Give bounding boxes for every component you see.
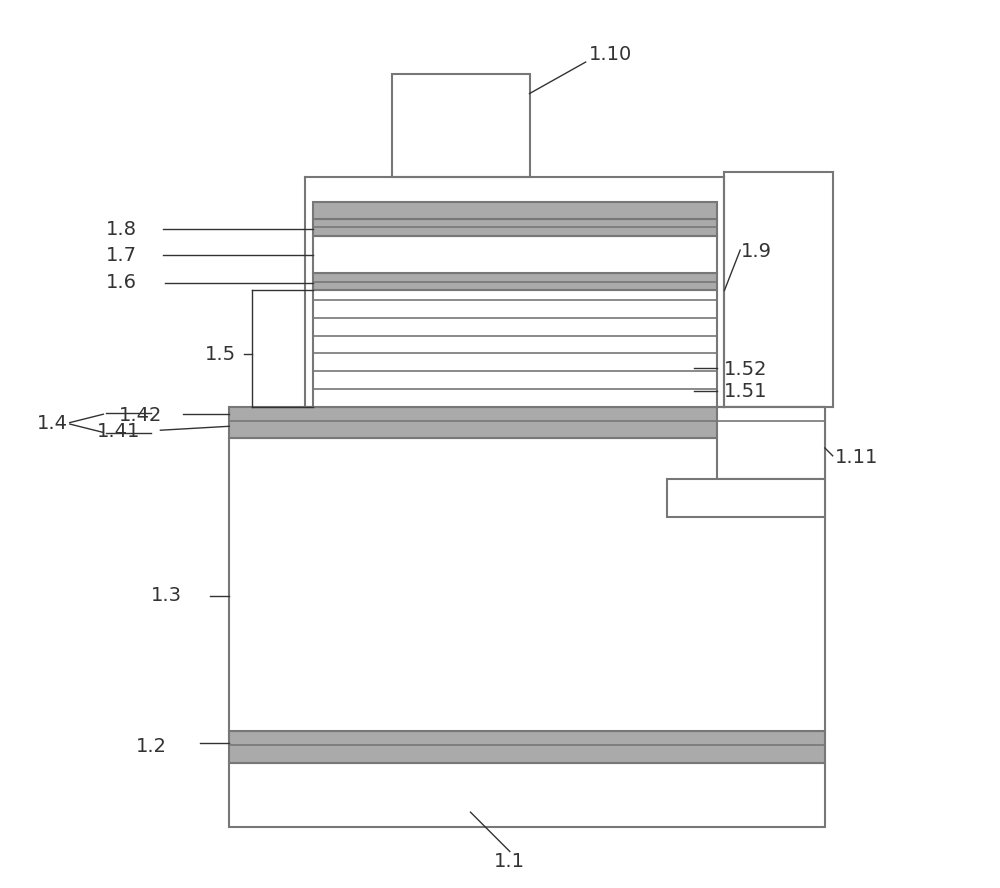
Text: 1.2: 1.2	[136, 737, 167, 756]
Text: 1.7: 1.7	[106, 247, 137, 266]
Bar	[229, 732, 825, 763]
Bar	[667, 480, 825, 517]
Text: 1.1: 1.1	[494, 852, 525, 871]
Bar	[229, 438, 825, 732]
Bar	[313, 273, 717, 290]
Text: 1.8: 1.8	[106, 220, 137, 239]
Bar	[717, 407, 825, 480]
Bar	[229, 407, 825, 438]
Bar	[313, 290, 717, 407]
Text: 1.11: 1.11	[835, 448, 878, 467]
Text: 1.10: 1.10	[589, 44, 632, 64]
Text: 1.4: 1.4	[37, 414, 68, 432]
Text: 1.9: 1.9	[741, 242, 772, 260]
Text: 1.51: 1.51	[723, 383, 767, 401]
Text: 1.3: 1.3	[151, 586, 182, 605]
Text: 1.42: 1.42	[119, 406, 162, 425]
Bar	[229, 763, 825, 827]
Text: 1.41: 1.41	[96, 422, 140, 440]
Text: 1.6: 1.6	[106, 274, 137, 292]
Bar	[313, 202, 717, 218]
Bar	[313, 236, 717, 273]
Bar	[313, 218, 717, 236]
Text: 1.5: 1.5	[205, 345, 236, 364]
Text: 1.52: 1.52	[723, 360, 767, 378]
Bar	[392, 74, 530, 178]
